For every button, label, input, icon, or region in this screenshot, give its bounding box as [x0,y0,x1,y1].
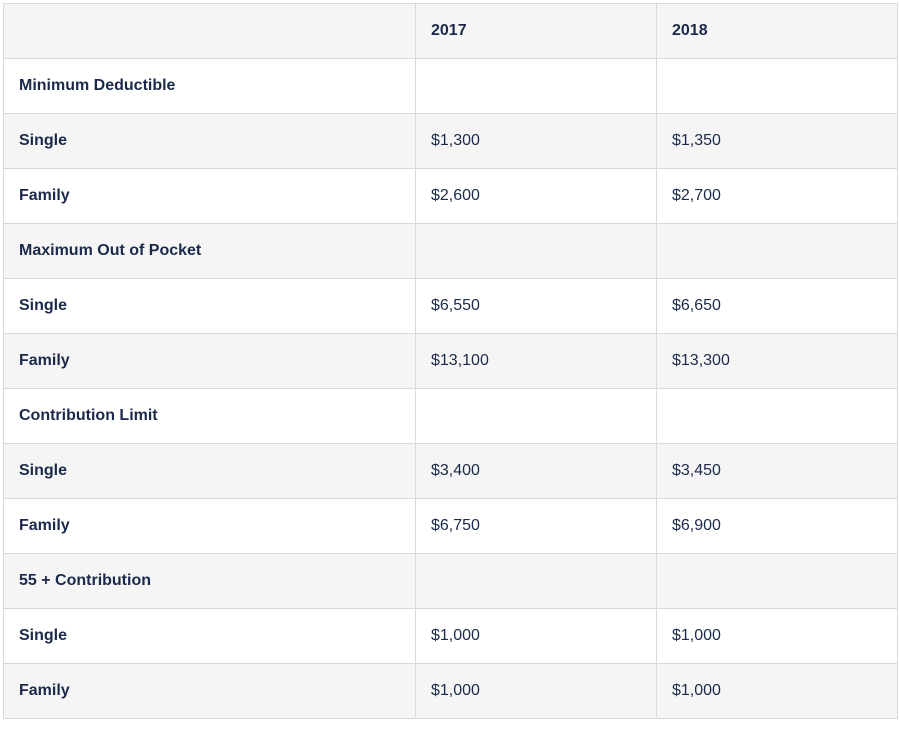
cell-2018: $1,000 [656,663,898,719]
row-label: Contribution Limit [3,388,416,444]
table-row: Contribution Limit [3,388,898,444]
cell-2018: $6,650 [656,278,898,334]
table-row: 55 + Contribution [3,553,898,609]
cell-2018: $3,450 [656,443,898,499]
table-row: Minimum Deductible [3,58,898,114]
row-label: Single [3,443,416,499]
row-label: Single [3,113,416,169]
table-row: Family $13,100 $13,300 [3,333,898,389]
cell-2017: $6,750 [415,498,657,554]
cell-2018: $13,300 [656,333,898,389]
cell-2017: $3,400 [415,443,657,499]
row-label: 55 + Contribution [3,553,416,609]
table-row: Family $2,600 $2,700 [3,168,898,224]
row-label: Maximum Out of Pocket [3,223,416,279]
row-label: Minimum Deductible [3,58,416,114]
cell-2017: $6,550 [415,278,657,334]
row-label: Family [3,168,416,224]
header-cell-2018: 2018 [656,3,898,59]
row-label: Family [3,663,416,719]
row-label: Family [3,498,416,554]
header-row: 2017 2018 [3,3,898,59]
row-label: Family [3,333,416,389]
cell-2018 [656,58,898,114]
table-row: Family $1,000 $1,000 [3,663,898,719]
row-label: Single [3,608,416,664]
cell-2017: $13,100 [415,333,657,389]
table-row: Single $6,550 $6,650 [3,278,898,334]
header-cell-2017: 2017 [415,3,657,59]
header-cell-label [3,3,416,59]
cell-2017 [415,223,657,279]
cell-2018: $1,350 [656,113,898,169]
table-row: Single $3,400 $3,450 [3,443,898,499]
cell-2018 [656,388,898,444]
cell-2017 [415,553,657,609]
cell-2017 [415,388,657,444]
hsa-limits-table-container: 2017 2018 Minimum Deductible Single $1,3… [3,3,898,719]
cell-2017: $1,300 [415,113,657,169]
row-label: Single [3,278,416,334]
cell-2017 [415,58,657,114]
table-row: Family $6,750 $6,900 [3,498,898,554]
cell-2018: $2,700 [656,168,898,224]
cell-2017: $2,600 [415,168,657,224]
cell-2018 [656,553,898,609]
table-row: Maximum Out of Pocket [3,223,898,279]
cell-2018 [656,223,898,279]
cell-2017: $1,000 [415,608,657,664]
hsa-limits-table: 2017 2018 Minimum Deductible Single $1,3… [3,3,898,719]
cell-2017: $1,000 [415,663,657,719]
cell-2018: $6,900 [656,498,898,554]
cell-2018: $1,000 [656,608,898,664]
table-row: Single $1,300 $1,350 [3,113,898,169]
table-row: Single $1,000 $1,000 [3,608,898,664]
